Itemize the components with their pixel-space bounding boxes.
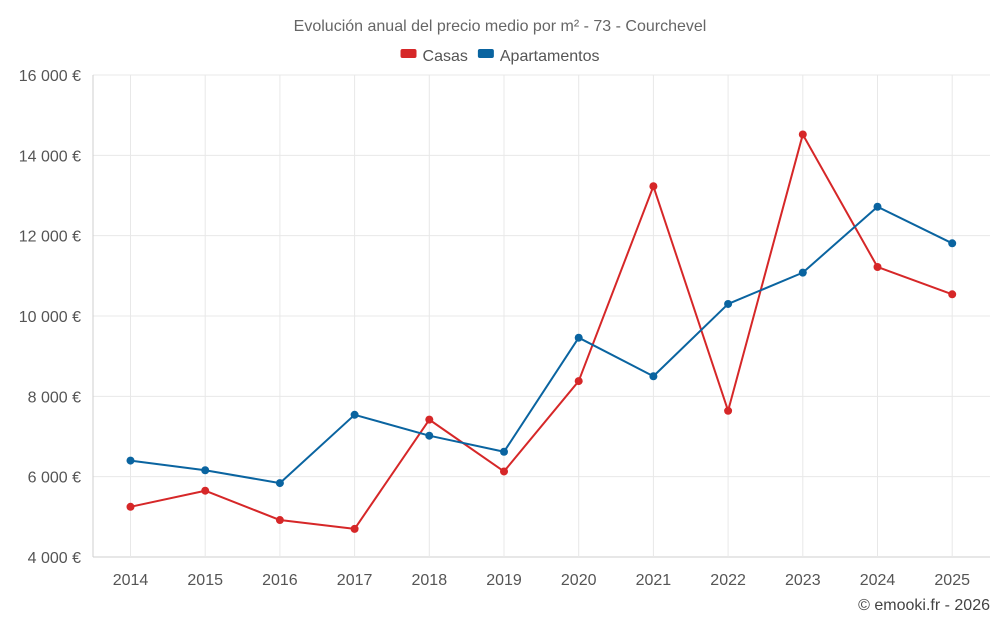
y-tick-label: 10 000 € (19, 309, 81, 326)
chart-title: Evolución anual del precio medio por m² … (294, 18, 707, 35)
data-point-apartamentos[interactable] (275, 479, 284, 488)
grid-lines (92, 74, 990, 558)
legend-swatch (400, 49, 417, 58)
x-tick-label: 2018 (412, 572, 448, 589)
data-point-apartamentos[interactable] (126, 456, 135, 465)
data-point-apartamentos[interactable] (649, 372, 658, 381)
series-line-apartamentos (130, 205, 953, 485)
x-tick-label: 2019 (486, 572, 522, 589)
data-point-apartamentos[interactable] (574, 333, 583, 342)
x-axis-ticks: 2014 2015 2016 2017 2018 2019 2020 2021 2022 2023… (113, 572, 970, 589)
data-point-apartamentos[interactable] (798, 268, 807, 277)
data-point-casas[interactable] (425, 415, 434, 424)
data-point-apartamentos[interactable] (425, 431, 434, 440)
series-lines (126, 130, 957, 533)
y-tick-label: 12 000 € (19, 229, 81, 246)
y-tick-label: 6 000 € (28, 470, 81, 487)
series-line-casas (130, 133, 953, 530)
credit-text: © emooki.fr - 2026 (858, 597, 990, 614)
data-point-casas[interactable] (201, 486, 210, 495)
data-point-casas[interactable] (350, 524, 359, 533)
data-point-apartamentos[interactable] (724, 299, 733, 308)
x-tick-label: 2020 (561, 572, 597, 589)
x-tick-label: 2017 (337, 572, 373, 589)
data-point-apartamentos[interactable] (948, 239, 957, 248)
x-tick-label: 2025 (934, 572, 970, 589)
y-tick-label: 4 000 € (28, 550, 81, 567)
legend-item-casas[interactable]: Casas (400, 48, 468, 65)
data-point-casas[interactable] (724, 406, 733, 415)
data-point-apartamentos[interactable] (873, 202, 882, 211)
x-tick-label: 2014 (113, 572, 149, 589)
x-tick-label: 2023 (785, 572, 821, 589)
data-point-apartamentos[interactable] (350, 410, 359, 419)
legend-swatch (477, 49, 494, 58)
x-tick-label: 2024 (860, 572, 896, 589)
x-tick-label: 2015 (187, 572, 223, 589)
y-tick-label: 8 000 € (28, 389, 81, 406)
legend-label: Apartamentos (500, 48, 600, 65)
data-point-apartamentos[interactable] (201, 466, 210, 475)
data-point-apartamentos[interactable] (500, 447, 508, 456)
legend-item-apartamentos[interactable]: Apartamentos (477, 48, 600, 65)
data-point-casas[interactable] (574, 377, 583, 386)
x-tick-label: 2022 (710, 572, 746, 589)
legend-label: Casas (423, 48, 468, 65)
data-point-casas[interactable] (649, 182, 658, 191)
x-tick-label: 2016 (262, 572, 298, 589)
data-point-casas[interactable] (798, 130, 807, 139)
data-point-casas[interactable] (948, 290, 957, 299)
y-tick-label: 16 000 € (19, 68, 81, 85)
data-point-casas[interactable] (500, 467, 508, 476)
data-point-casas[interactable] (873, 262, 882, 271)
y-axis-ticks: 4 000 € 6 000 € 8 000 € 10 000 € 12 000 € 14 … (19, 68, 81, 567)
x-tick-label: 2021 (636, 572, 672, 589)
data-point-casas[interactable] (275, 516, 284, 525)
y-tick-label: 14 000 € (19, 148, 81, 165)
legend: Casas Apartamentos (400, 48, 600, 65)
data-point-casas[interactable] (126, 502, 135, 511)
